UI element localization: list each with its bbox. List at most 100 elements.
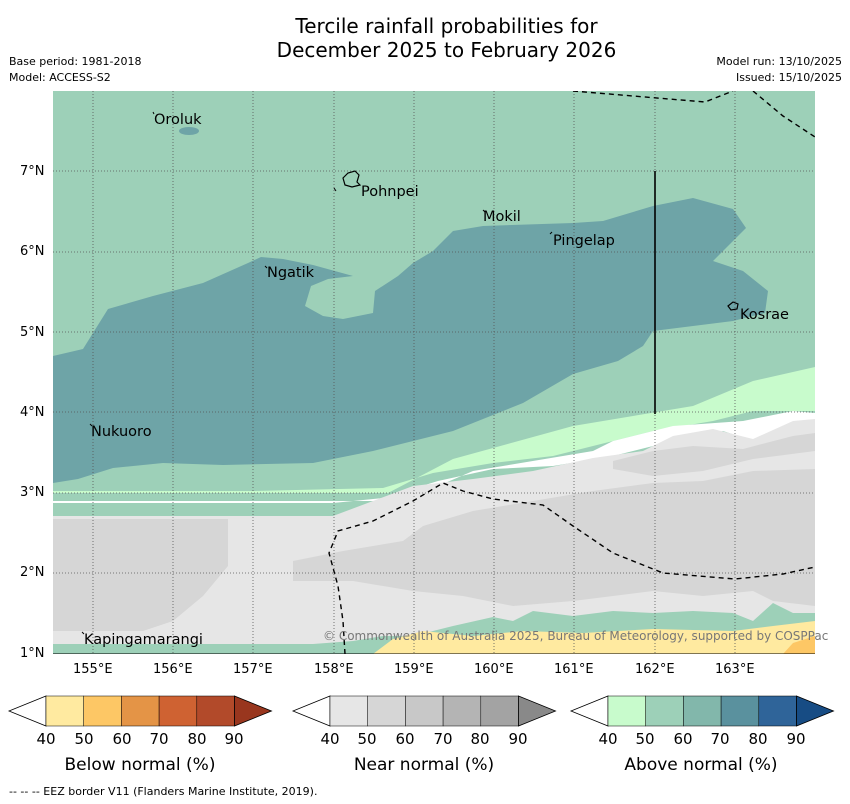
pingelap-marker [549,231,553,235]
cb-below-title: Below normal (%) [64,755,216,775]
eez-border [328,91,815,654]
lat-tick-6: 6°N [20,244,45,259]
cb-below-tick-50: 50 [74,730,94,748]
eez-border-north [572,91,734,103]
issued-date: Issued: 15/10/2025 [735,71,842,84]
meta-right: Model run: 13/10/2025 Issued: 15/10/2025 [716,54,842,86]
cb-below-tick-80: 80 [187,730,207,748]
oroluk-above-normal-patch [179,127,199,135]
colorbar-low-extension [291,695,331,727]
label-kosrae: Kosrae [740,307,789,323]
below-normal-40-50-region [373,621,815,654]
colorbar-cell [442,695,482,727]
lon-tick-157: 157°E [233,662,273,677]
model-name: Model: ACCESS-S2 [9,71,111,84]
cb-above-tick-80: 80 [748,730,768,748]
lat-tick-4: 4°N [20,405,45,420]
colorbar-cell [607,695,646,727]
lon-tick-163: 163°E [715,662,755,677]
cb-above-tick-40: 40 [598,730,618,748]
lon-tick-155: 155°E [73,662,113,677]
lat-tick-3: 3°N [20,485,45,500]
colorbar-cell [45,695,84,727]
colorbar-cell [720,695,760,727]
cb-below-tick-90: 90 [224,730,244,748]
label-mokil: Mokil [483,209,521,225]
colorbar-near-normal [291,695,557,727]
colorbars [7,695,835,727]
map-title: Tercile rainfall probabilities for Decem… [0,14,850,62]
label-nukuoro: Nukuoro [91,424,152,440]
pohnpei-island-outline [342,170,362,188]
cb-near-tick-60: 60 [395,730,415,748]
lat-tick-5: 5°N [20,325,45,340]
cb-above-title: Above normal (%) [624,755,778,775]
colorbar-low-extension [569,695,609,727]
colorbar-cell [196,695,235,727]
kapingamarangi-marker [81,631,85,635]
colorbar-cell [158,695,198,727]
cb-above-tick-60: 60 [673,730,693,748]
colorbar-cell [121,695,160,727]
cb-near-title: Near normal (%) [353,755,495,775]
model-run: Model run: 13/10/2025 [716,55,842,68]
colorbar-cell [83,695,122,727]
cb-above-tick-90: 90 [786,730,806,748]
base-period: Base period: 1981-2018 [9,55,142,68]
cb-near-tick-70: 70 [433,730,453,748]
cb-near-tick-50: 50 [357,730,377,748]
label-pohnpei: Pohnpei [361,184,419,200]
colorbar-high-extension [796,695,835,727]
cb-below-tick-70: 70 [149,730,169,748]
colorbar-above-normal [569,695,835,727]
below-normal-50-60-region [783,636,815,654]
lat-tick-1: 1°N [20,646,45,661]
colorbar-cell [367,695,406,727]
eez-border-south [328,482,815,654]
colorbar-cell [405,695,444,727]
colorbar-low-extension [7,695,47,727]
colorbar-below-normal [7,695,273,727]
title-line-2: December 2025 to February 2026 [276,38,617,62]
lon-tick-159: 159°E [394,662,434,677]
colorbar-high-extension [518,695,557,727]
cb-above-tick-50: 50 [635,730,655,748]
above-normal-60-70-region [53,198,768,483]
mokil-marker [482,209,486,213]
cb-near-tick-40: 40 [320,730,340,748]
eez-border-northeast [752,91,815,138]
ngatik-marker [264,265,268,269]
lon-tick-161: 161°E [554,662,594,677]
graticule [53,91,815,654]
lon-tick-162: 162°E [635,662,675,677]
atoll-markers [81,111,553,635]
lat-tick-2: 2°N [20,565,45,580]
meta-left: Base period: 1981-2018 Model: ACCESS-S2 [9,54,141,86]
lon-tick-160: 160°E [474,662,514,677]
cb-above-tick-70: 70 [710,730,730,748]
lon-tick-156: 156°E [153,662,193,677]
label-pingelap: Pingelap [553,233,615,249]
cb-near-tick-90: 90 [508,730,528,748]
kosrae-island-outline [727,301,739,311]
label-kapingamarangi: Kapingamarangi [84,632,203,648]
lon-tick-158: 158°E [314,662,354,677]
colorbar-cell [758,695,797,727]
rainfall-map [53,91,815,654]
colorbar-cell [645,695,684,727]
near-normal-50-60-region [53,433,815,631]
eez-footnote: -- -- -- EEZ border V11 (Flanders Marine… [9,785,318,798]
oroluk-marker [152,111,155,115]
colorbar-high-extension [234,695,273,727]
colorbar-cell [329,695,368,727]
label-ngatik: Ngatik [267,265,315,281]
cb-below-tick-40: 40 [36,730,56,748]
colorbar-cell [683,695,722,727]
pohnpei-islet [333,187,337,192]
cb-below-tick-60: 60 [112,730,132,748]
label-oroluk: Oroluk [154,112,202,128]
title-line-1: Tercile rainfall probabilities for [295,14,598,38]
nukuoro-marker [89,423,93,427]
colorbar-cell [480,695,519,727]
copyright-notice: © Commonwealth of Australia 2025, Bureau… [323,629,829,643]
